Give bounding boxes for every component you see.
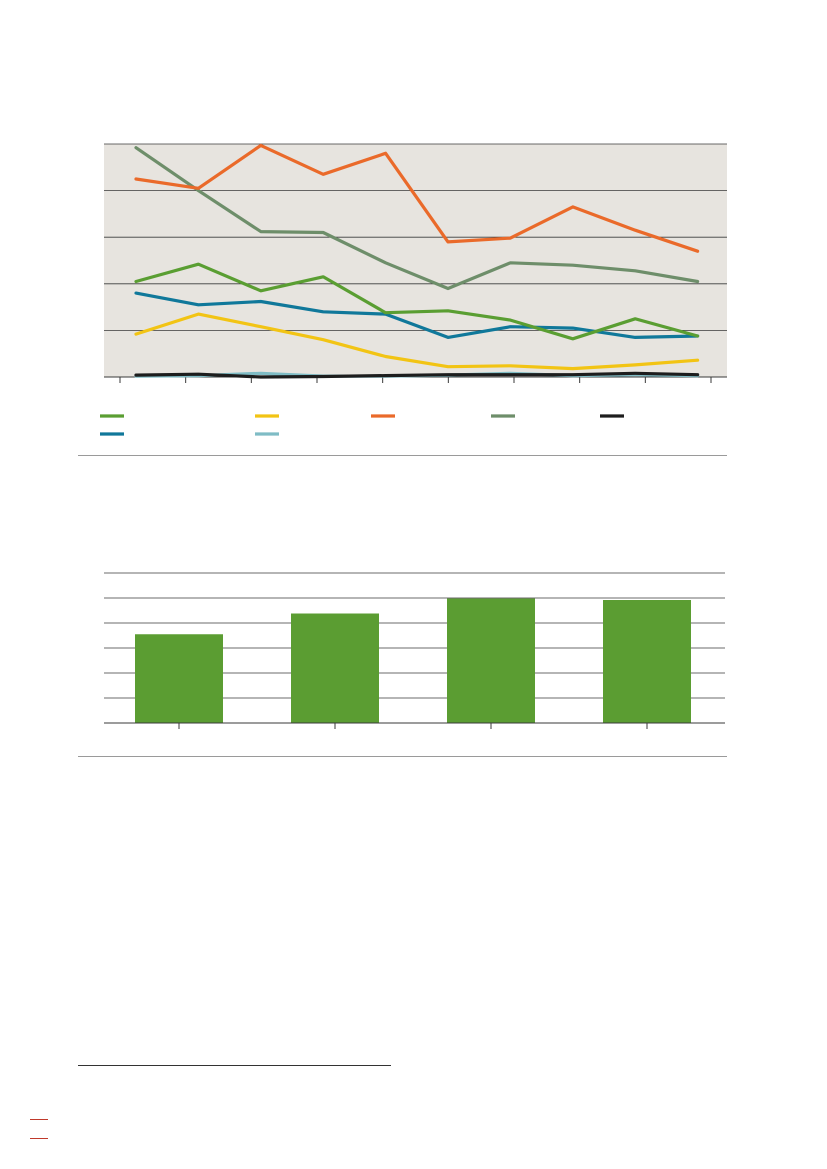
series-line-grey-green [134,146,700,291]
series-line-black [134,371,700,379]
line-chart-divider [78,455,727,456]
series-line-green [134,262,700,341]
margin-mark-top [30,1119,48,1120]
series-line-orange [134,143,700,253]
margin-mark-bottom [30,1138,48,1139]
bar [291,613,379,723]
footnote-rule [78,1065,391,1066]
series-line-blue [134,291,700,339]
bar [135,634,223,723]
bar [603,600,691,723]
line-chart [100,143,727,436]
plot-area [104,144,727,377]
bar [447,598,535,723]
series-line-yellow [134,312,700,371]
bar-chart [104,572,725,729]
bar-chart-divider [78,756,727,757]
